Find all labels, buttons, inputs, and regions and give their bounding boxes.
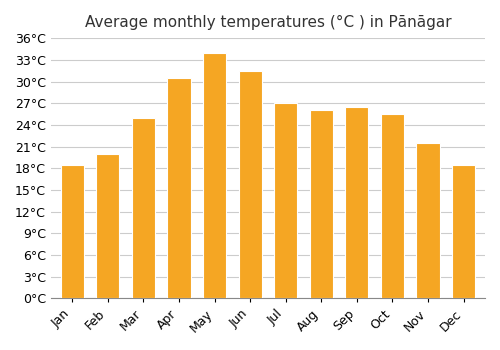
Bar: [168, 78, 190, 299]
Bar: [310, 111, 333, 299]
Bar: [238, 71, 262, 299]
Bar: [381, 114, 404, 299]
Title: Average monthly temperatures (°C ) in Pānāgar: Average monthly temperatures (°C ) in Pā…: [84, 15, 451, 30]
Bar: [346, 107, 368, 299]
Bar: [96, 154, 120, 299]
Bar: [416, 143, 440, 299]
Bar: [274, 103, 297, 299]
Bar: [452, 165, 475, 299]
Bar: [203, 52, 226, 299]
Bar: [60, 165, 84, 299]
Bar: [132, 118, 155, 299]
